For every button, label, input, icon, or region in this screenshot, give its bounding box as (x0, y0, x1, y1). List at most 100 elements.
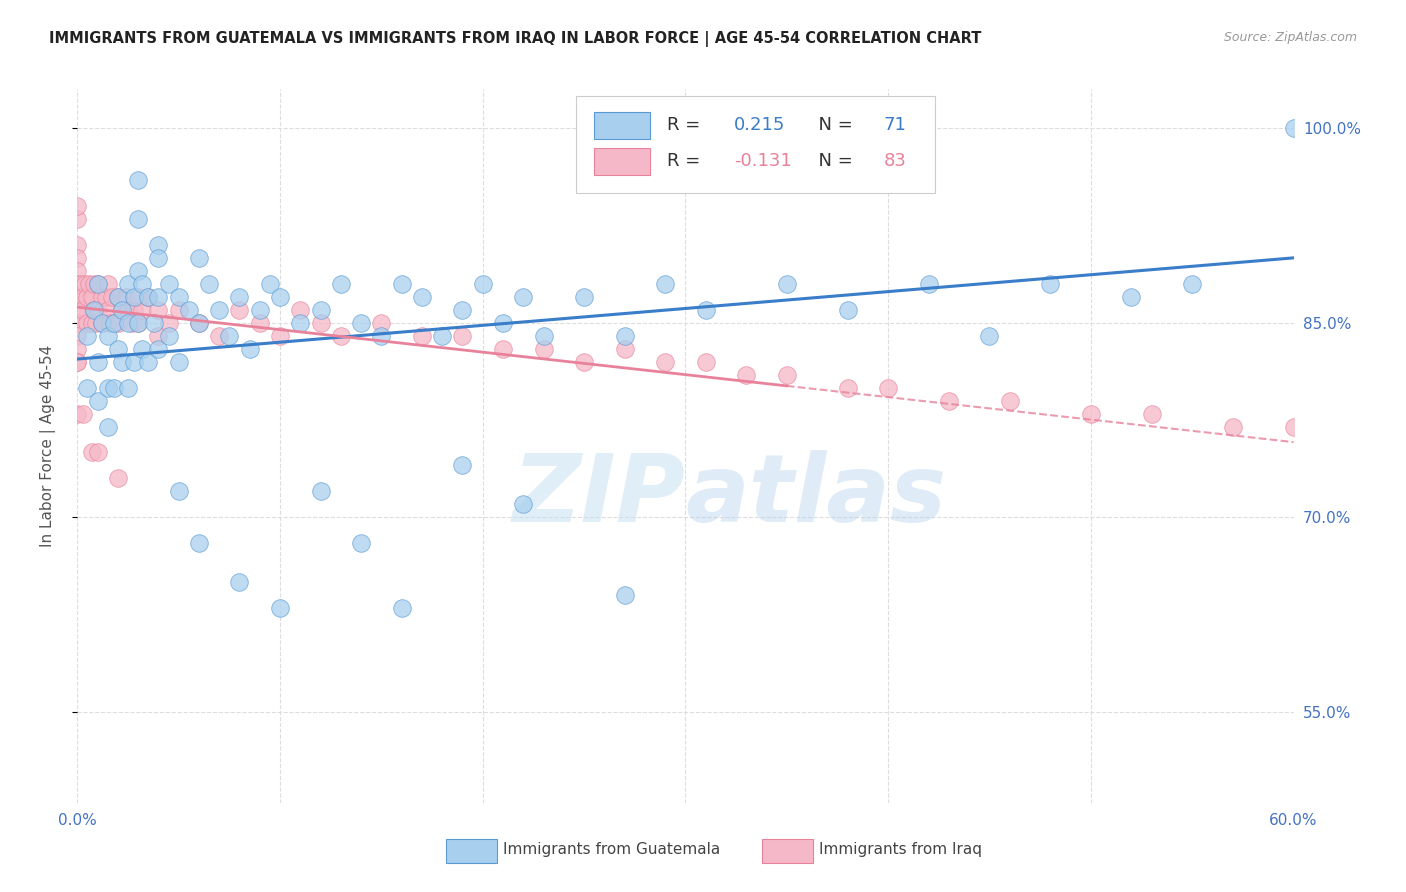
Point (115, 290, 138, 304)
Point (131, 302, 153, 317)
Point (86, 277, 108, 291)
Point (143, 316, 166, 330)
Text: ZIP: ZIP (513, 450, 686, 542)
Point (695, 354, 717, 368)
Point (66, 316, 89, 330)
Text: -0.131: -0.131 (734, 152, 792, 169)
Point (512, 290, 534, 304)
Point (492, 316, 515, 330)
Point (411, 328, 433, 343)
Point (1181, 277, 1204, 291)
Point (451, 302, 474, 317)
Point (309, 302, 332, 317)
Point (451, 458, 474, 473)
Point (111, 302, 134, 317)
Point (391, 601, 413, 615)
Point (998, 393, 1021, 408)
Point (83, 277, 105, 291)
Point (613, 328, 636, 343)
Point (1282, 419, 1305, 434)
Point (72, 407, 94, 421)
Point (111, 302, 134, 317)
Point (97, 328, 120, 343)
Point (654, 354, 676, 368)
Point (66, 316, 89, 330)
Point (127, 264, 149, 278)
Point (329, 328, 352, 343)
Point (208, 302, 231, 317)
Point (572, 290, 595, 304)
Point (94, 290, 117, 304)
Point (157, 277, 180, 291)
Point (83, 302, 105, 317)
Point (613, 588, 636, 602)
Point (107, 316, 129, 330)
FancyBboxPatch shape (446, 839, 496, 863)
Point (1039, 277, 1062, 291)
Point (66, 407, 89, 421)
Point (76, 381, 98, 395)
Text: atlas: atlas (686, 450, 946, 542)
Point (269, 290, 291, 304)
Point (76, 290, 98, 304)
Point (432, 328, 454, 343)
Point (695, 302, 717, 317)
Point (228, 290, 250, 304)
Point (157, 316, 180, 330)
Point (75, 277, 97, 291)
Point (70, 277, 93, 291)
Point (66, 199, 89, 213)
Point (1222, 419, 1244, 434)
Point (107, 471, 129, 485)
Point (98, 316, 121, 330)
Point (350, 316, 373, 330)
Point (188, 316, 211, 330)
Point (76, 328, 98, 343)
FancyBboxPatch shape (576, 96, 935, 193)
Point (90, 316, 112, 330)
Point (127, 316, 149, 330)
Point (117, 277, 139, 291)
Point (290, 316, 312, 330)
Point (111, 354, 134, 368)
Point (177, 302, 200, 317)
Point (167, 290, 190, 304)
Point (309, 316, 332, 330)
Point (735, 368, 758, 382)
Point (228, 302, 250, 317)
Point (131, 277, 153, 291)
Point (122, 302, 145, 317)
Point (259, 277, 281, 291)
Point (66, 238, 89, 252)
Point (72, 302, 94, 317)
Point (107, 342, 129, 356)
Point (80, 445, 103, 459)
Point (97, 277, 120, 291)
Point (66, 342, 89, 356)
Point (837, 302, 859, 317)
Point (97, 381, 120, 395)
Point (72, 290, 94, 304)
Point (117, 316, 139, 330)
Point (492, 342, 515, 356)
Point (239, 342, 262, 356)
Point (103, 316, 125, 330)
Point (148, 251, 170, 265)
Point (157, 328, 180, 343)
Text: Source: ZipAtlas.com: Source: ZipAtlas.com (1223, 31, 1357, 45)
Text: N =: N = (807, 152, 859, 169)
Text: Immigrants from Iraq: Immigrants from Iraq (820, 842, 983, 856)
Point (208, 328, 231, 343)
Point (90, 316, 112, 330)
Point (86, 393, 108, 408)
Point (66, 302, 89, 317)
Point (66, 251, 89, 265)
Point (103, 381, 125, 395)
Point (107, 290, 129, 304)
Point (269, 601, 291, 615)
Point (249, 316, 271, 330)
Point (127, 290, 149, 304)
Point (654, 277, 676, 291)
Point (309, 484, 332, 499)
Point (1405, 433, 1406, 447)
